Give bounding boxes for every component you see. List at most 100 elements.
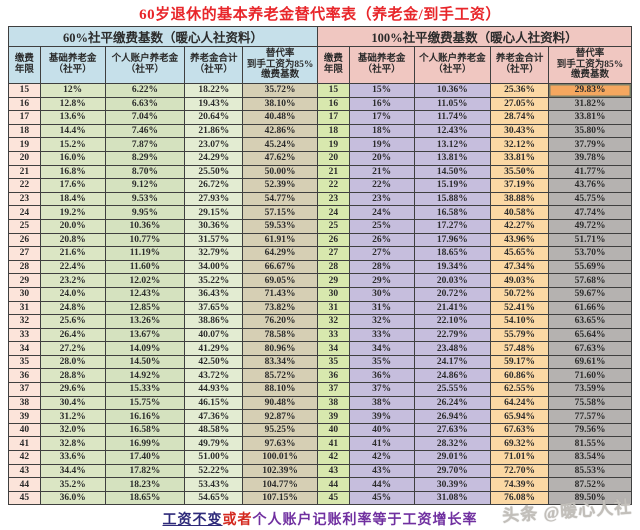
value-cell: 17% [348,110,415,125]
value-cell: 71.01% [490,450,550,465]
value-cell: 49.79% [184,436,244,452]
value-cell: 45% [348,490,415,506]
value-cell: 21% [348,164,415,180]
years-cell: 30 [8,286,41,302]
value-cell: 17.96% [413,232,492,248]
value-cell: 28.74% [490,110,550,125]
section-header-60pct: 60%社平缴费基数（暖心人社资料） [8,26,318,47]
value-cell: 22.79% [413,327,492,343]
value-cell: 39.78% [548,150,632,166]
col-header-personal-account-right: 个人账户养老金 （社平） [413,46,492,84]
value-cell: 73.82% [242,300,318,316]
value-cell: 52.39% [242,178,318,193]
value-cell: 14.4% [39,123,106,139]
value-cell: 25.6% [39,314,106,329]
value-cell: 102.39% [242,463,318,479]
value-cell: 85.53% [548,463,632,479]
years-cell: 44 [8,477,41,492]
years-cell: 36 [8,368,41,384]
value-cell: 35.80% [548,123,632,139]
value-cell: 9.12% [104,178,186,193]
years-cell: 16 [316,96,350,112]
value-cell: 34.00% [184,259,244,275]
value-cell: 21.41% [413,300,492,316]
value-cell: 24.29% [184,150,244,166]
value-cell: 17.40% [104,450,186,465]
value-cell: 12% [39,83,106,98]
value-cell: 10.77% [104,232,186,248]
table-row: 27 21.6% 11.19% 32.79% 64.29% 27 27% 18.65% 45.6… [8,246,632,261]
years-cell: 21 [316,164,350,180]
value-cell: 9.95% [104,205,186,220]
value-cell: 51.00% [184,450,244,465]
years-cell: 42 [8,450,41,465]
table-row: 41 32.8% 16.99% 49.79% 97.63% 41 41% 28.32% 69.3… [8,436,632,452]
value-cell: 14.50% [104,354,186,370]
value-cell: 66.67% [242,259,318,275]
value-cell: 42.27% [490,218,550,234]
value-cell: 37.65% [184,300,244,316]
years-cell: 28 [316,259,350,275]
value-cell: 29.01% [413,450,492,465]
years-cell: 32 [8,314,41,329]
table-row: 15 12% 6.22% 18.22% 35.72% 15 15% 10.36% 25.36% 2… [8,83,632,98]
years-cell: 44 [316,477,350,492]
value-cell: 77.57% [548,409,632,424]
value-cell: 18.65% [413,246,492,261]
value-cell: 15.88% [413,191,492,207]
value-cell: 28.32% [413,436,492,452]
value-cell: 72.70% [490,463,550,479]
value-cell: 24.8% [39,300,106,316]
value-cell: 28.8% [39,368,106,384]
value-cell: 23.48% [413,341,492,356]
value-cell: 35.72% [242,83,318,98]
value-cell: 20.8% [39,232,106,248]
years-cell: 39 [316,409,350,424]
value-cell: 14.09% [104,341,186,356]
value-cell: 12.85% [104,300,186,316]
value-cell: 12.8% [39,96,106,112]
years-cell: 37 [8,382,41,397]
page-title: 60岁退休的基本养老金替代率表（养老金/到手工资） [139,7,501,23]
value-cell: 20.64% [184,110,244,125]
years-cell: 31 [8,300,41,316]
value-cell: 67.63% [490,422,550,438]
table-row: 42 33.6% 17.40% 51.00% 100.01% 42 42% 29.01% 71.… [8,450,632,465]
section-header-100pct: 100%社平缴费基数（暖心人社资料） [316,26,633,47]
value-cell: 92.87% [242,409,318,424]
value-cell: 54.10% [490,314,550,329]
value-cell: 44% [348,477,415,492]
value-cell: 16% [348,96,415,112]
value-cell: 24.86% [413,368,492,384]
value-cell: 10.36% [413,83,492,98]
value-cell: 47.36% [184,409,244,424]
value-cell: 60.86% [490,368,550,384]
value-cell: 32.8% [39,436,106,452]
value-cell: 11.05% [413,96,492,112]
value-cell: 42% [348,450,415,465]
footnote-condition-1: 工资不变 [162,513,223,529]
years-cell: 31 [316,300,350,316]
value-cell: 49.72% [548,218,632,234]
years-cell: 17 [316,110,350,125]
value-cell: 13.67% [104,327,186,343]
years-cell: 43 [316,463,350,479]
value-cell: 18.65% [104,490,186,506]
years-cell: 40 [316,422,350,438]
value-cell: 30.43% [490,123,550,139]
value-cell: 29% [348,273,415,288]
value-cell: 97.63% [242,436,318,452]
value-cell: 33.6% [39,450,106,465]
years-cell: 15 [8,83,41,98]
value-cell: 40% [348,422,415,438]
years-cell: 35 [8,354,41,370]
value-cell: 10.36% [104,218,186,234]
value-cell: 32.12% [490,137,550,152]
value-cell: 36.43% [184,286,244,302]
years-cell: 24 [316,205,350,220]
value-cell: 31.82% [548,96,632,112]
value-cell: 53.70% [548,246,632,261]
value-cell: 29.15% [184,205,244,220]
table-row: 38 30.4% 15.75% 46.15% 90.48% 38 38% 26.24% 64.2… [8,395,632,411]
col-header-base-pension-right: 基础养老金 （社平） [348,46,415,84]
